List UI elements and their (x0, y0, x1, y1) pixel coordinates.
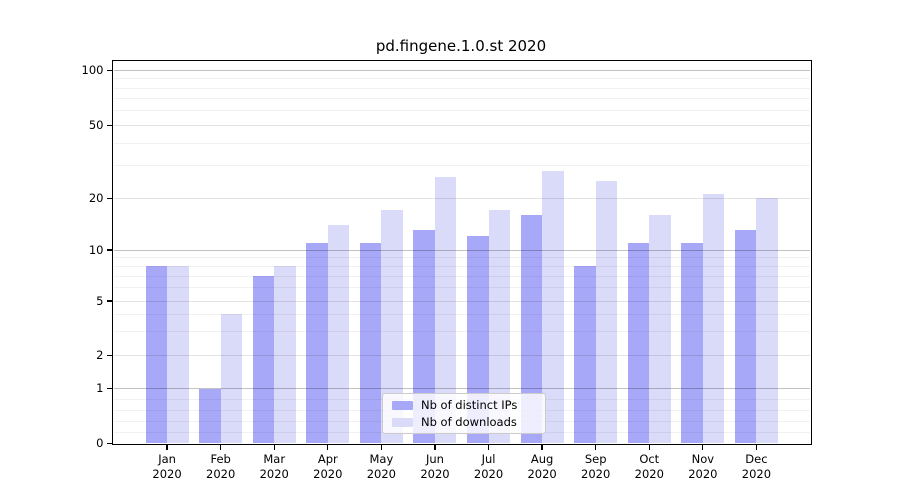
bar-downloads (167, 266, 189, 444)
gridline-mid (113, 300, 810, 302)
bar-downloads (649, 214, 671, 444)
gridline-minor (113, 257, 810, 259)
x-tick-mark (595, 445, 597, 450)
legend-label-downloads: Nb of downloads (421, 414, 517, 429)
x-tick-mark (648, 445, 650, 450)
bar-distinct-ips (627, 242, 650, 444)
gridline-minor (113, 265, 810, 267)
y-tick-mark (107, 124, 112, 126)
bar-downloads (434, 177, 457, 444)
x-tick-mark (702, 445, 704, 450)
gridline-minor (113, 110, 810, 112)
gridline-mid (113, 124, 810, 126)
bar-distinct-ips (467, 236, 489, 444)
y-tick-mark (107, 355, 112, 357)
y-tick-mark (107, 388, 112, 390)
legend-label-distinct-ips: Nb of distinct IPs (421, 397, 518, 412)
bar-downloads (274, 266, 296, 444)
x-tick-label: Nov 2020 (688, 451, 718, 481)
x-tick-mark (755, 445, 758, 450)
bar-distinct-ips (145, 266, 168, 444)
y-tick-label: 10 (88, 242, 104, 257)
y-tick-mark (107, 69, 112, 72)
x-tick-label: Feb 2020 (206, 451, 236, 481)
legend-swatch-downloads (392, 417, 413, 427)
legend-item-distinct-ips: Nb of distinct IPs (392, 397, 536, 412)
chart-title: pd.fingene.1.0.st 2020 (375, 37, 547, 55)
x-tick-label: Jun 2020 (420, 451, 450, 481)
x-tick-mark (273, 445, 275, 450)
gridline-minor (113, 142, 810, 144)
legend-box: Nb of distinct IPs Nb of downloads (382, 393, 546, 434)
gridline-minor (113, 287, 810, 289)
x-tick-mark (380, 445, 383, 450)
bar-downloads (595, 180, 618, 444)
gridline-minor (113, 78, 810, 80)
bar-downloads (327, 224, 350, 444)
bar-distinct-ips (520, 214, 543, 444)
bar-distinct-ips (306, 242, 328, 444)
x-tick-label: Jul 2020 (473, 451, 504, 481)
gridline-minor (113, 87, 810, 89)
y-tick-mark (107, 300, 112, 302)
legend-swatch-ips (392, 400, 413, 410)
bar-downloads (220, 314, 243, 444)
x-tick-label: Mar 2020 (259, 451, 289, 481)
y-tick-label: 100 (81, 63, 104, 77)
bar-distinct-ips (199, 388, 221, 444)
y-tick-label: 50 (88, 117, 104, 132)
x-tick-mark (487, 445, 490, 450)
y-tick-mark (107, 249, 112, 251)
bar-distinct-ips (734, 230, 757, 444)
x-tick-mark (434, 445, 436, 450)
x-tick-label: Jan 2020 (152, 451, 182, 481)
x-tick-label: Oct 2020 (634, 451, 664, 481)
bar-downloads (756, 198, 778, 444)
bar-distinct-ips (574, 266, 596, 444)
bar-downloads (702, 194, 725, 444)
y-tick-label: 2 (96, 348, 104, 363)
x-tick-label: May 2020 (366, 451, 397, 481)
gridline-minor (113, 313, 810, 315)
gridline-major (113, 388, 810, 390)
gridline-minor (113, 330, 810, 332)
gridline-minor (113, 275, 810, 277)
x-tick-mark (327, 445, 329, 450)
bar-downloads (488, 210, 511, 444)
x-tick-mark (220, 445, 222, 450)
y-tick-mark (107, 442, 112, 445)
y-tick-mark (107, 197, 112, 199)
bar-downloads (542, 171, 564, 444)
y-tick-label: 1 (96, 381, 104, 396)
legend-item-downloads: Nb of downloads (392, 414, 536, 429)
x-tick-label: Dec 2020 (741, 451, 772, 481)
gridline-major (113, 70, 810, 71)
y-tick-label: 20 (88, 190, 104, 205)
gridline-mid (113, 355, 810, 357)
gridline-minor (113, 165, 810, 167)
gridline-major (113, 249, 810, 251)
bar-distinct-ips (359, 242, 382, 444)
bar-distinct-ips (252, 276, 275, 444)
x-tick-label: Aug 2020 (527, 451, 557, 481)
gridline-minor (113, 98, 810, 100)
gridline-mid (113, 197, 810, 199)
bar-distinct-ips (681, 242, 703, 444)
x-tick-label: Apr 2020 (313, 451, 343, 481)
bar-distinct-ips (413, 230, 435, 444)
x-tick-mark (541, 445, 543, 450)
bar-downloads (381, 210, 403, 444)
y-tick-label: 5 (96, 293, 104, 308)
x-tick-mark (166, 445, 168, 450)
x-tick-label: Sep 2020 (581, 451, 611, 481)
y-tick-label: 0 (96, 435, 104, 450)
